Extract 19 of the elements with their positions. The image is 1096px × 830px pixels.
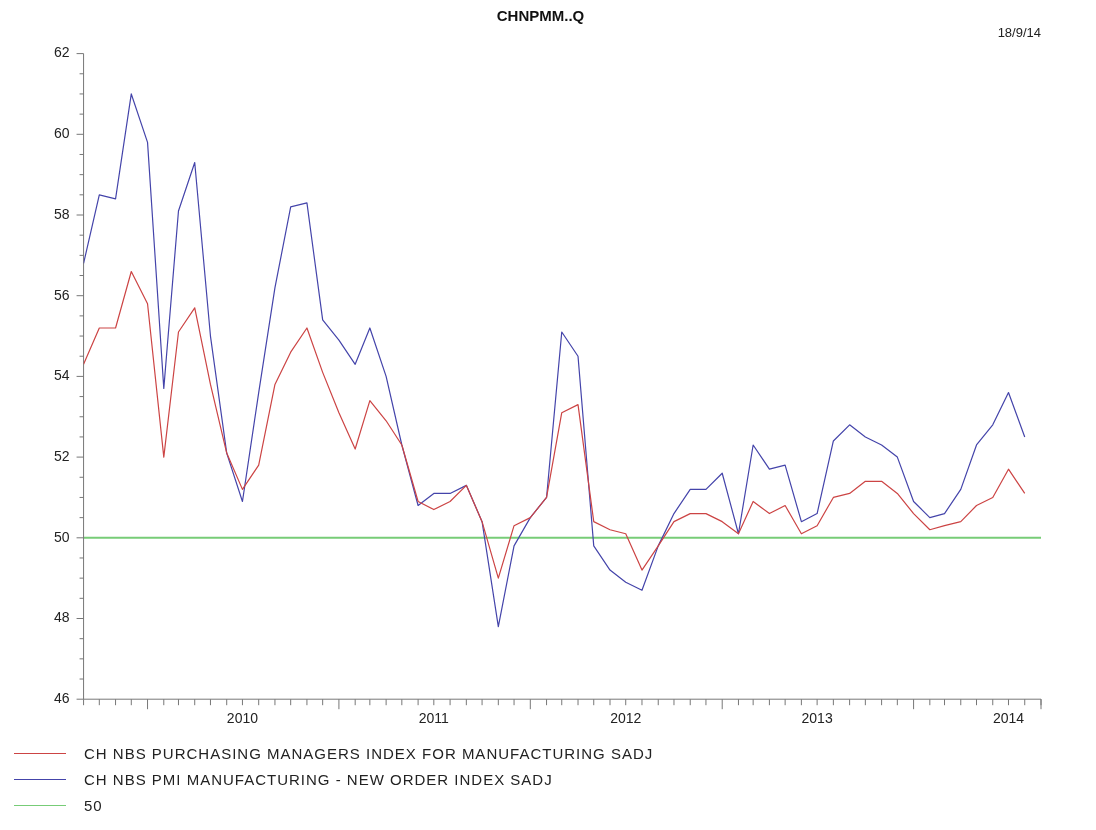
chart-subtitle: 18/9/14 — [997, 25, 1041, 41]
chart-title: CHNPMM..Q — [496, 7, 585, 25]
x-tick-label: 2010 — [226, 710, 259, 727]
legend-label: CH NBS PURCHASING MANAGERS INDEX FOR MANUFACTURING SADJ — [84, 744, 654, 762]
x-tick-label: 2014 — [992, 710, 1025, 727]
y-tick-label: 54 — [53, 367, 70, 384]
x-tick-label: 2012 — [610, 710, 642, 727]
y-tick-label: 58 — [53, 205, 70, 222]
y-tick-label: 52 — [53, 447, 70, 464]
x-tick-label: 2013 — [801, 710, 833, 727]
x-tick-label: 2011 — [418, 710, 450, 727]
y-tick-label: 50 — [53, 528, 70, 545]
y-tick-label: 62 — [53, 44, 70, 61]
y-tick-label: 46 — [53, 690, 70, 707]
legend-label: 50 — [84, 796, 103, 814]
y-tick-label: 48 — [53, 609, 70, 626]
y-tick-label: 60 — [53, 125, 70, 142]
legend-label: CH NBS PMI MANUFACTURING - NEW ORDER INDEX SADJ — [84, 770, 553, 788]
y-tick-label: 56 — [53, 286, 70, 303]
